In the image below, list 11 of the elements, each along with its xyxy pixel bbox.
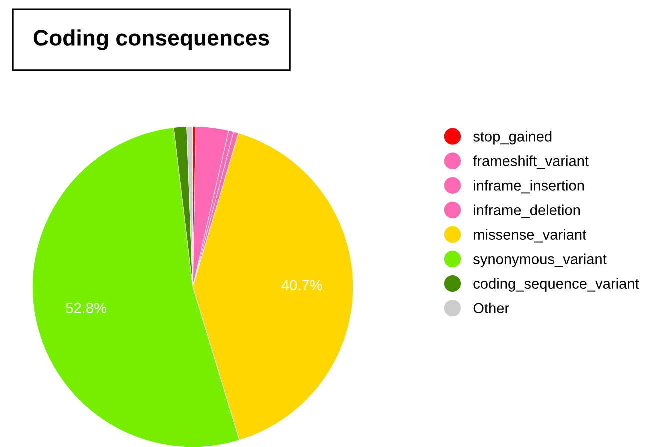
legend-label: inframe_insertion [474,180,584,194]
legend-label: Other [474,302,510,314]
legend-label: inframe_deletion [474,204,580,218]
legend-label: missense_variant [474,229,586,243]
chart-title: Coding consequences [34,30,270,50]
legend-label: frameshift_variant [473,156,589,170]
legend-label: coding_sequence_variant [474,278,640,292]
legend-label: stop_gained [474,131,552,145]
data-label: 52.8% [66,303,106,314]
data-label: 40.7% [282,280,322,291]
legend-label: synonymous_variant [474,254,607,268]
